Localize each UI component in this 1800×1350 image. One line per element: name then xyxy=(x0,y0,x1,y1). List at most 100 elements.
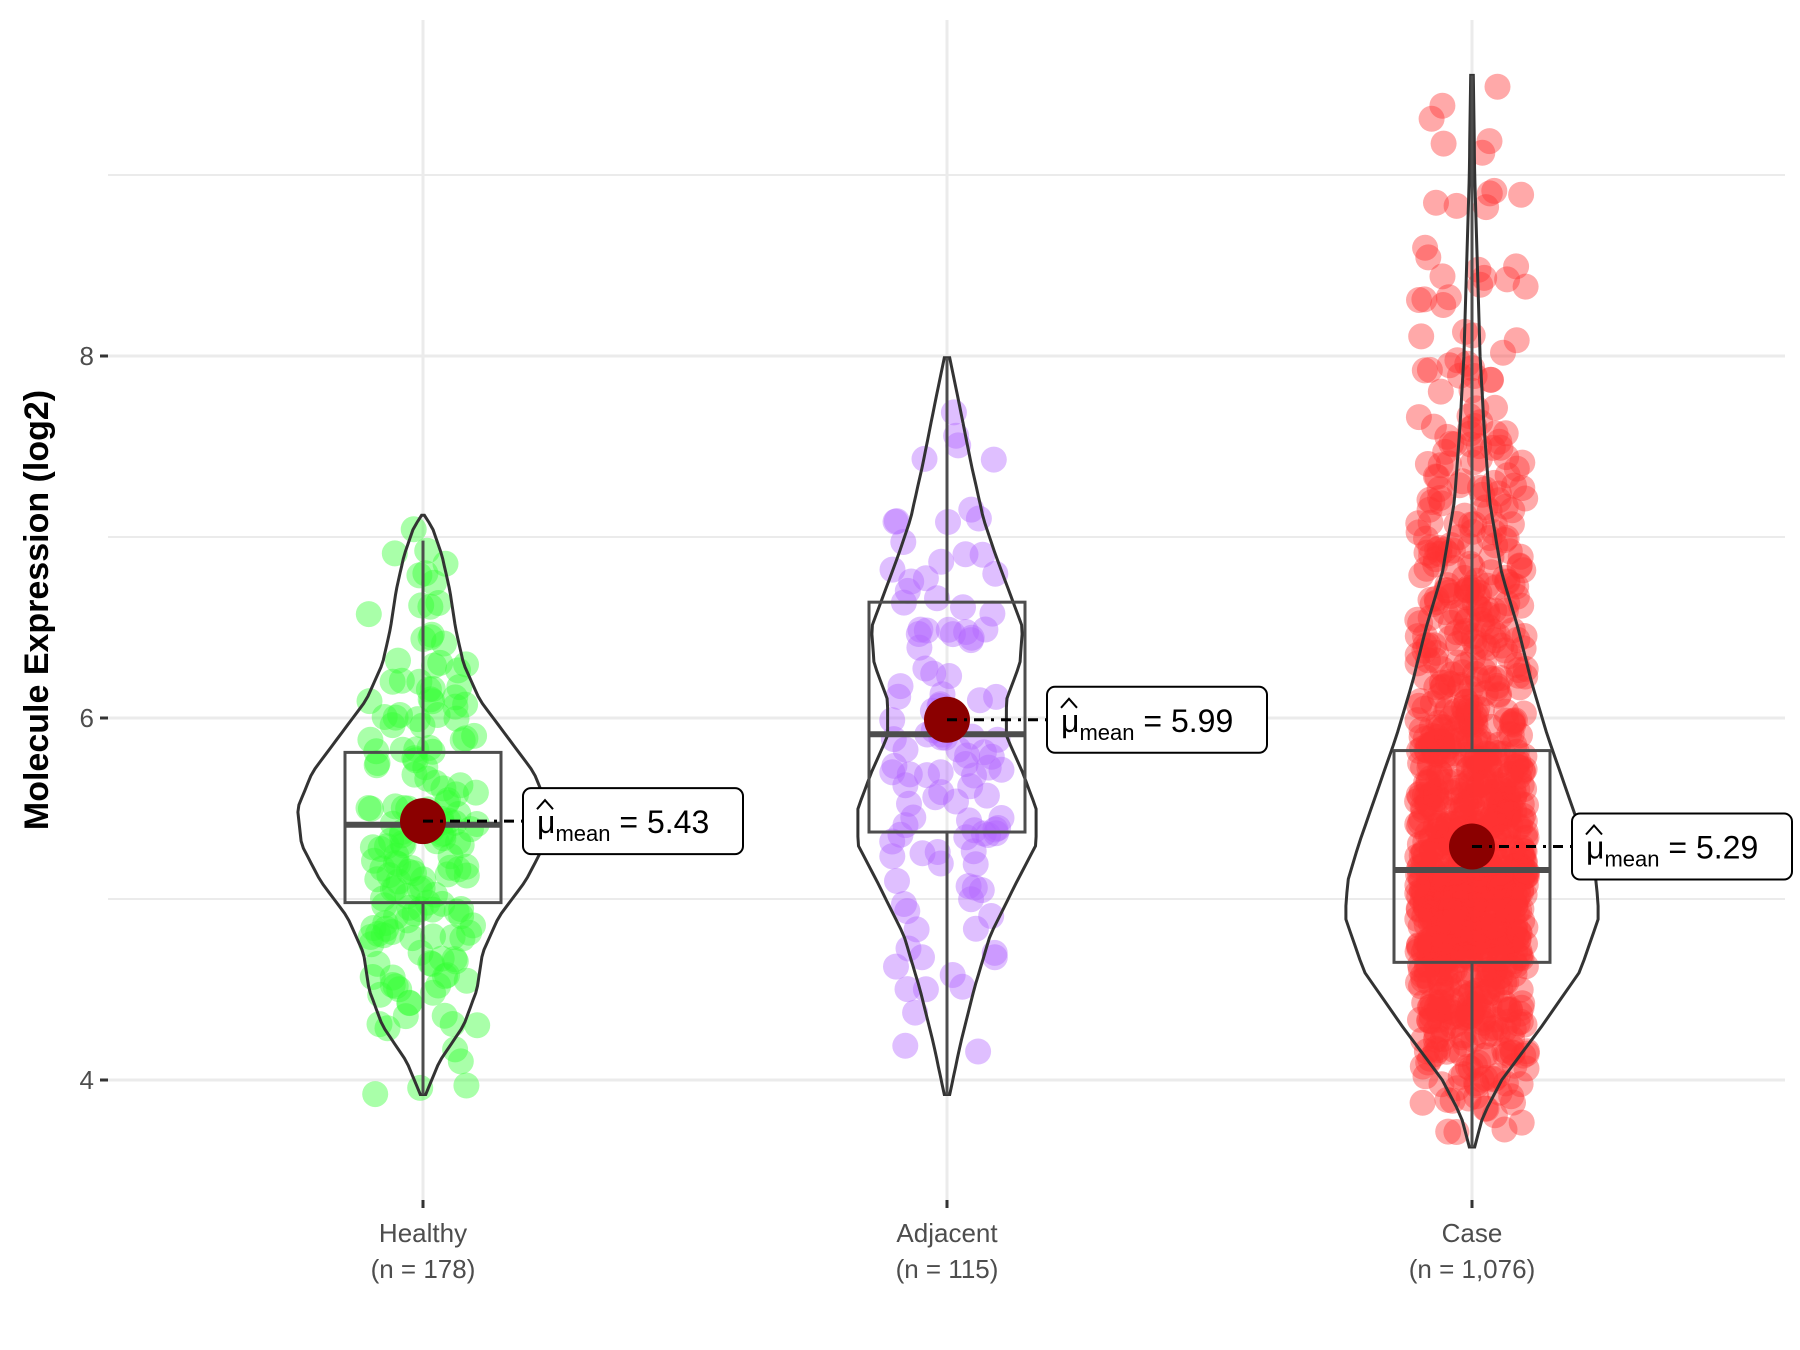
data-point xyxy=(1510,844,1537,871)
data-point xyxy=(1444,716,1471,742)
data-point xyxy=(373,915,400,942)
data-point xyxy=(1418,874,1445,901)
data-point xyxy=(1418,105,1445,132)
data-point xyxy=(1474,634,1501,661)
data-point xyxy=(379,712,406,739)
data-point xyxy=(1416,1007,1443,1034)
data-point xyxy=(1498,511,1525,538)
data-point xyxy=(1502,938,1528,965)
data-point xyxy=(1461,628,1488,655)
data-point xyxy=(1422,873,1449,900)
y-axis-title: Molecule Expression (log2) xyxy=(18,390,56,830)
data-point xyxy=(371,704,398,730)
data-point xyxy=(1496,997,1523,1023)
data-point xyxy=(1486,751,1513,778)
data-point xyxy=(1429,830,1455,856)
data-point xyxy=(396,989,423,1016)
data-point xyxy=(1467,596,1494,623)
data-point xyxy=(1434,1086,1461,1113)
data-point xyxy=(1416,940,1443,967)
data-point xyxy=(1406,883,1433,910)
data-point xyxy=(1404,938,1431,965)
data-point xyxy=(1455,606,1481,633)
data-point xyxy=(1508,791,1535,818)
data-point xyxy=(1457,940,1484,967)
data-point xyxy=(1498,1083,1525,1110)
data-point xyxy=(1428,969,1455,996)
data-point xyxy=(1471,264,1498,291)
data-point xyxy=(1451,927,1477,954)
data-point xyxy=(1513,792,1539,819)
data-point xyxy=(1467,271,1494,298)
data-point xyxy=(1419,945,1446,972)
data-point xyxy=(1410,967,1437,994)
data-point xyxy=(1469,611,1496,637)
data-point xyxy=(968,877,995,904)
data-point xyxy=(966,687,993,714)
data-point xyxy=(1435,810,1462,837)
data-point xyxy=(1412,1063,1439,1090)
data-point xyxy=(1406,935,1433,962)
data-point xyxy=(1435,891,1462,918)
data-point xyxy=(1489,781,1516,808)
data-point xyxy=(1449,659,1476,686)
data-point xyxy=(379,919,405,945)
data-point xyxy=(1486,787,1513,814)
data-point xyxy=(1414,895,1440,922)
data-point xyxy=(1418,996,1445,1023)
data-point xyxy=(443,898,470,925)
data-point xyxy=(1412,725,1439,752)
data-point xyxy=(1463,1070,1490,1097)
data-point xyxy=(1405,404,1432,431)
mean-hat-symbol xyxy=(1060,697,1078,709)
data-point xyxy=(1438,720,1465,747)
data-point xyxy=(1461,708,1488,735)
data-point xyxy=(1486,681,1513,708)
data-point xyxy=(1429,941,1455,967)
data-point xyxy=(1497,800,1524,827)
violin-outline xyxy=(856,356,1038,1096)
data-point xyxy=(1422,946,1449,973)
data-point xyxy=(1457,415,1484,442)
data-point xyxy=(453,967,480,994)
data-point xyxy=(453,651,479,678)
data-point xyxy=(1473,982,1500,1009)
data-point xyxy=(1472,914,1499,941)
data-point xyxy=(1461,783,1487,810)
data-point xyxy=(1425,709,1452,736)
data-point xyxy=(1512,819,1539,846)
data-point xyxy=(1460,933,1487,960)
data-point xyxy=(1503,652,1530,678)
data-point xyxy=(1413,1038,1440,1065)
data-point xyxy=(920,660,947,687)
data-point xyxy=(1466,886,1493,913)
data-point xyxy=(1493,969,1520,996)
data-point xyxy=(1405,933,1432,959)
data-point xyxy=(1471,649,1498,676)
data-point xyxy=(1415,770,1442,797)
data-point xyxy=(1447,673,1473,700)
data-point xyxy=(1426,476,1453,503)
data-point xyxy=(1405,895,1432,922)
data-point xyxy=(1437,671,1464,697)
data-point xyxy=(1478,713,1504,740)
data-point xyxy=(410,866,437,893)
data-point xyxy=(419,951,445,978)
data-point xyxy=(1487,665,1514,691)
data-point xyxy=(1430,130,1457,157)
data-point xyxy=(376,862,403,889)
data-point xyxy=(1486,791,1513,818)
data-point xyxy=(1462,711,1489,738)
data-point xyxy=(1472,768,1499,795)
data-point xyxy=(1442,698,1469,725)
data-point xyxy=(1424,536,1451,563)
data-point xyxy=(1410,878,1437,905)
data-point xyxy=(952,541,979,568)
data-point xyxy=(898,568,925,595)
data-point xyxy=(1423,1035,1450,1062)
data-point xyxy=(1432,932,1459,959)
data-point xyxy=(1438,705,1465,732)
data-point xyxy=(1488,936,1515,963)
data-point xyxy=(1427,823,1454,850)
data-point xyxy=(1509,990,1536,1017)
